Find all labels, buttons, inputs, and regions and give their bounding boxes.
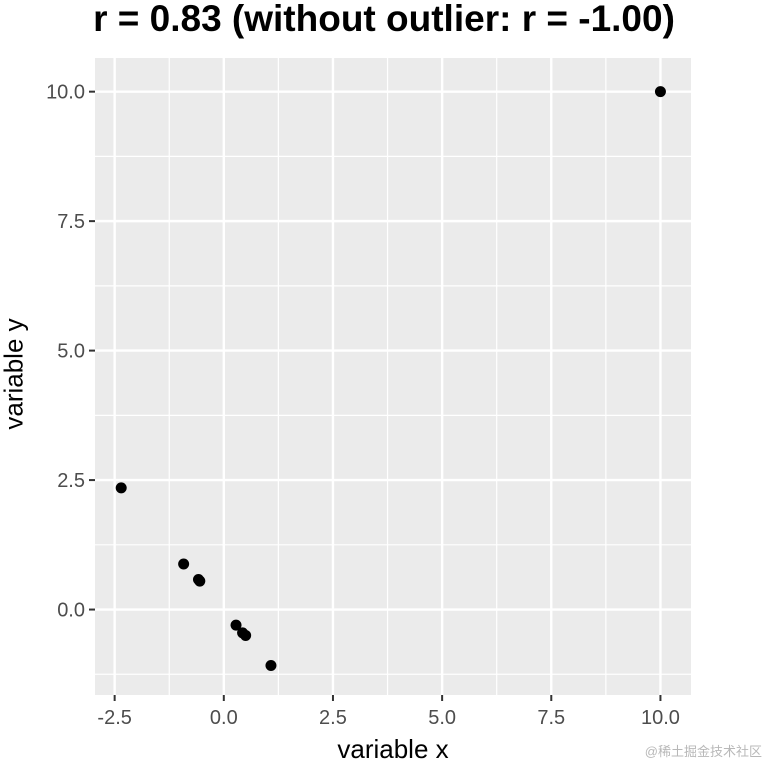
data-point <box>240 629 252 641</box>
watermark: @稀土掘金技术社区 <box>644 744 762 759</box>
y-tick-label: 2.5 <box>57 470 85 492</box>
data-point <box>115 482 127 494</box>
plot-panel <box>95 58 691 695</box>
y-tick-label: 10.0 <box>46 82 85 104</box>
y-tick-label: 7.5 <box>57 211 85 233</box>
chart-title: r = 0.83 (without outlier: r = -1.00) <box>93 0 675 39</box>
x-tick-labels: -2.5 0.0 2.5 5.0 7.5 10.0 <box>97 707 679 729</box>
x-tick-label: -2.5 <box>97 707 131 729</box>
y-tick-labels: 0.0 2.5 5.0 7.5 10.0 <box>46 82 85 622</box>
minor-gridlines <box>95 58 691 695</box>
x-tick-label: 5.0 <box>428 707 456 729</box>
y-axis-title: variable y <box>0 318 29 430</box>
data-point <box>230 619 242 631</box>
data-point <box>178 558 190 570</box>
x-tick-label: 0.0 <box>210 707 238 729</box>
data-point <box>654 86 666 98</box>
x-tick-label: 2.5 <box>319 707 347 729</box>
y-tick-label: 5.0 <box>57 341 85 363</box>
x-axis-title: variable x <box>337 734 449 764</box>
y-tick-label: 0.0 <box>57 600 85 622</box>
data-points <box>115 86 666 671</box>
x-tick-label: 10.0 <box>641 707 680 729</box>
major-gridlines <box>95 58 691 695</box>
data-point <box>194 575 206 587</box>
axis-ticks <box>89 90 662 701</box>
x-tick-label: 7.5 <box>537 707 565 729</box>
data-point <box>265 659 277 671</box>
